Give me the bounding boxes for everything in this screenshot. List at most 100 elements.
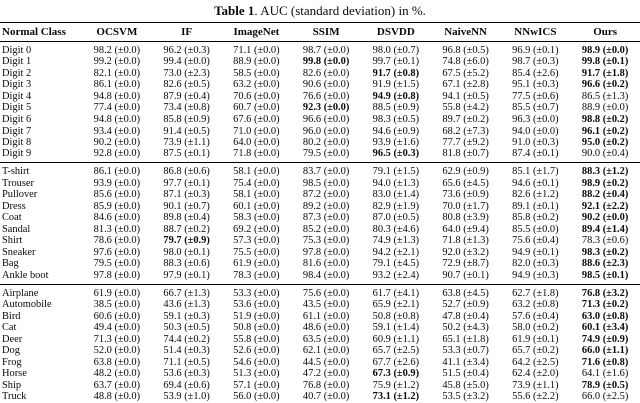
section-mnist-digits: Digit 0 98.2 (±0.0) 96.2 (±0.3) 71.1 (±0.0)… [0,42,640,163]
value-cell-ocsvm: 94.8 (±0.0) [93,90,141,102]
table-row-digit-9: Digit 9 92.8 (±0.0) 87.5 (±0.1) 71.8 (±0.0)… [0,148,640,163]
value-cell-ssim: 96.6 (±0.0) [302,114,350,125]
value-cell-dsvdd: 67.7 (±2.6) [372,356,420,368]
value-cell-ours: 90.2 (±0.0) [581,212,629,224]
value-cell-nnwics: 94.9 (±0.1) [512,246,559,258]
value-cell-dsvdd: 94.0 (±1.3) [372,177,420,189]
table-row-digit-5: Digit 5 77.4 (±0.0) 73.4 (±0.8) 60.7 (±0.0)… [0,102,640,114]
value-cell-imagenet: 67.6 (±0.0) [233,114,280,125]
value-cell-ocsvm: 97.6 (±0.0) [93,246,141,258]
value-cell-naivenn: 73.6 (±0.9) [442,189,489,201]
value-cell-ssim: 63.5 (±0.0) [302,333,350,345]
value-cell-ocsvm: 63.7 (±0.0) [93,379,141,391]
value-cell-ours: 74.9 (±0.9) [581,333,629,345]
value-cell-imagenet: 58.3 (±0.0) [233,212,280,224]
value-cell-nnwics: 61.9 (±0.1) [512,333,559,345]
value-cell-if: 53.6 (±0.3) [163,368,210,380]
value-cell-naivenn: 81.8 (±0.7) [442,148,489,160]
table-row-digit-3: Digit 3 86.1 (±0.0) 82.6 (±0.5) 63.2 (±0.0)… [0,79,640,91]
value-cell-ssim: 85.2 (±0.0) [302,223,350,235]
value-cell-nnwics: 82.0 (±0.3) [512,258,559,270]
value-cell-ssim: 79.5 (±0.0) [302,148,350,160]
row-label: Bag [2,258,19,270]
value-cell-nnwics: 96.9 (±0.1) [512,45,559,56]
table-row-digit-7: Digit 7 93.4 (±0.0) 91.4 (±0.5) 71.0 (±0.0)… [0,125,640,137]
value-cell-nnwics: 95.1 (±0.3) [512,79,559,91]
value-cell-ssim: 92.3 (±0.0) [302,102,350,114]
value-cell-dsvdd: 50.8 (±0.8) [372,310,420,322]
value-cell-if: 73.0 (±2.3) [163,67,210,79]
value-cell-dsvdd: 73.1 (±1.2) [372,391,420,403]
value-cell-naivenn: 92.0 (±3.2) [442,246,489,258]
value-cell-imagenet: 58.1 (±0.0) [233,166,280,178]
table-row-digit-1: Digit 1 99.2 (±0.0) 99.4 (±0.0) 88.9 (±0.0)… [0,56,640,68]
value-cell-ssim: 87.3 (±0.0) [302,212,350,224]
value-cell-ssim: 61.1 (±0.0) [302,310,350,322]
value-cell-ocsvm: 86.1 (±0.0) [93,79,141,91]
table-row-ship: Ship 63.7 (±0.0) 69.4 (±0.6) 57.1 (±0.0) 76.… [0,380,640,392]
value-cell-if: 88.7 (±0.2) [163,223,210,235]
value-cell-imagenet: 60.1 (±0.0) [233,200,280,212]
value-cell-ours: 66.0 (±2.5) [581,391,629,403]
value-cell-imagenet: 64.0 (±0.0) [233,137,280,149]
value-cell-ours: 78.9 (±0.5) [581,379,629,391]
value-cell-if: 98.0 (±0.1) [163,246,210,258]
table-row-digit-0: Digit 0 98.2 (±0.0) 96.2 (±0.3) 71.1 (±0.0)… [0,42,640,56]
table-row-trouser: Trouser 93.9 (±0.0) 97.7 (±0.1) 75.4 (±0.0)… [0,177,640,189]
value-cell-naivenn: 51.5 (±0.4) [442,368,489,380]
value-cell-dsvdd: 74.9 (±1.3) [372,235,420,247]
value-cell-ocsvm: 84.6 (±0.0) [93,212,141,224]
header-row: Normal Class OCSVM IF ImageNet SSIM DSVDD Naiv… [0,22,640,42]
value-cell-naivenn: 77.7 (±9.2) [442,137,489,149]
value-cell-ocsvm: 98.2 (±0.0) [93,45,141,56]
value-cell-ocsvm: 85.6 (±0.0) [93,189,141,201]
value-cell-ours: 90.0 (±0.4) [581,148,629,160]
value-cell-ssim: 87.2 (±0.0) [302,189,350,201]
value-cell-nnwics: 75.6 (±0.4) [512,235,559,247]
value-cell-ours: 98.5 (±0.1) [581,269,629,281]
value-cell-ours: 92.1 (±2.2) [581,200,629,212]
value-cell-naivenn: 63.8 (±4.5) [442,287,489,299]
row-label: Deer [2,333,23,345]
value-cell-imagenet: 71.1 (±0.0) [233,45,280,56]
value-cell-imagenet: 88.9 (±0.0) [233,56,280,68]
value-cell-ocsvm: 78.6 (±0.0) [93,235,141,247]
value-cell-naivenn: 65.1 (±1.8) [442,333,489,345]
value-cell-nnwics: 87.4 (±0.1) [512,148,559,160]
value-cell-nnwics: 98.7 (±0.3) [512,56,559,68]
value-cell-naivenn: 89.7 (±0.2) [442,114,489,125]
table-row-sneaker: Sneaker 97.6 (±0.0) 98.0 (±0.1) 75.5 (±0.0)… [0,247,640,259]
value-cell-naivenn: 65.6 (±4.5) [442,177,489,189]
value-cell-if: 91.4 (±0.5) [163,125,210,137]
column-header-ours: Ours [570,22,640,42]
value-cell-naivenn: 90.7 (±0.1) [442,269,489,281]
value-cell-ssim: 98.5 (±0.0) [302,177,350,189]
row-label: Dress [2,200,26,212]
value-cell-nnwics: 85.5 (±0.0) [512,223,559,235]
row-label: Frog [2,356,22,368]
value-cell-ocsvm: 97.8 (±0.0) [93,269,141,281]
row-label: Digit 8 [2,137,32,149]
value-cell-ssim: 76.6 (±0.0) [302,90,350,102]
value-cell-dsvdd: 75.9 (±1.2) [372,379,420,391]
row-label: Dog [2,345,20,357]
value-cell-ours: 76.8 (±3.2) [581,287,629,299]
value-cell-ssim: 98.7 (±0.0) [302,45,350,56]
column-header-nnwics: NNwICS [500,22,571,42]
value-cell-ours: 86.5 (±1.3) [581,90,629,102]
table-row-pullover: Pullover 85.6 (±0.0) 87.1 (±0.3) 58.1 (±0.0… [0,189,640,201]
column-header-ssim: SSIM [291,22,361,42]
value-cell-imagenet: 51.9 (±0.0) [233,310,280,322]
value-cell-ours: 88.6 (±2.3) [581,258,629,270]
value-cell-nnwics: 85.8 (±0.2) [512,212,559,224]
value-cell-imagenet: 63.2 (±0.0) [233,79,280,91]
row-label: Coat [2,212,22,224]
table-row-coat: Coat 84.6 (±0.0) 89.8 (±0.4) 58.3 (±0.0) 87.… [0,212,640,224]
value-cell-naivenn: 41.1 (±3.4) [442,356,489,368]
table-row-bird: Bird 60.6 (±0.0) 59.1 (±0.3) 51.9 (±0.0) 61.… [0,310,640,322]
value-cell-ssim: 75.6 (±0.0) [302,287,350,299]
value-cell-imagenet: 55.8 (±0.0) [233,333,280,345]
value-cell-nnwics: 96.3 (±0.0) [512,114,559,125]
value-cell-if: 66.7 (±1.3) [163,287,210,299]
value-cell-nnwics: 94.6 (±0.1) [512,177,559,189]
